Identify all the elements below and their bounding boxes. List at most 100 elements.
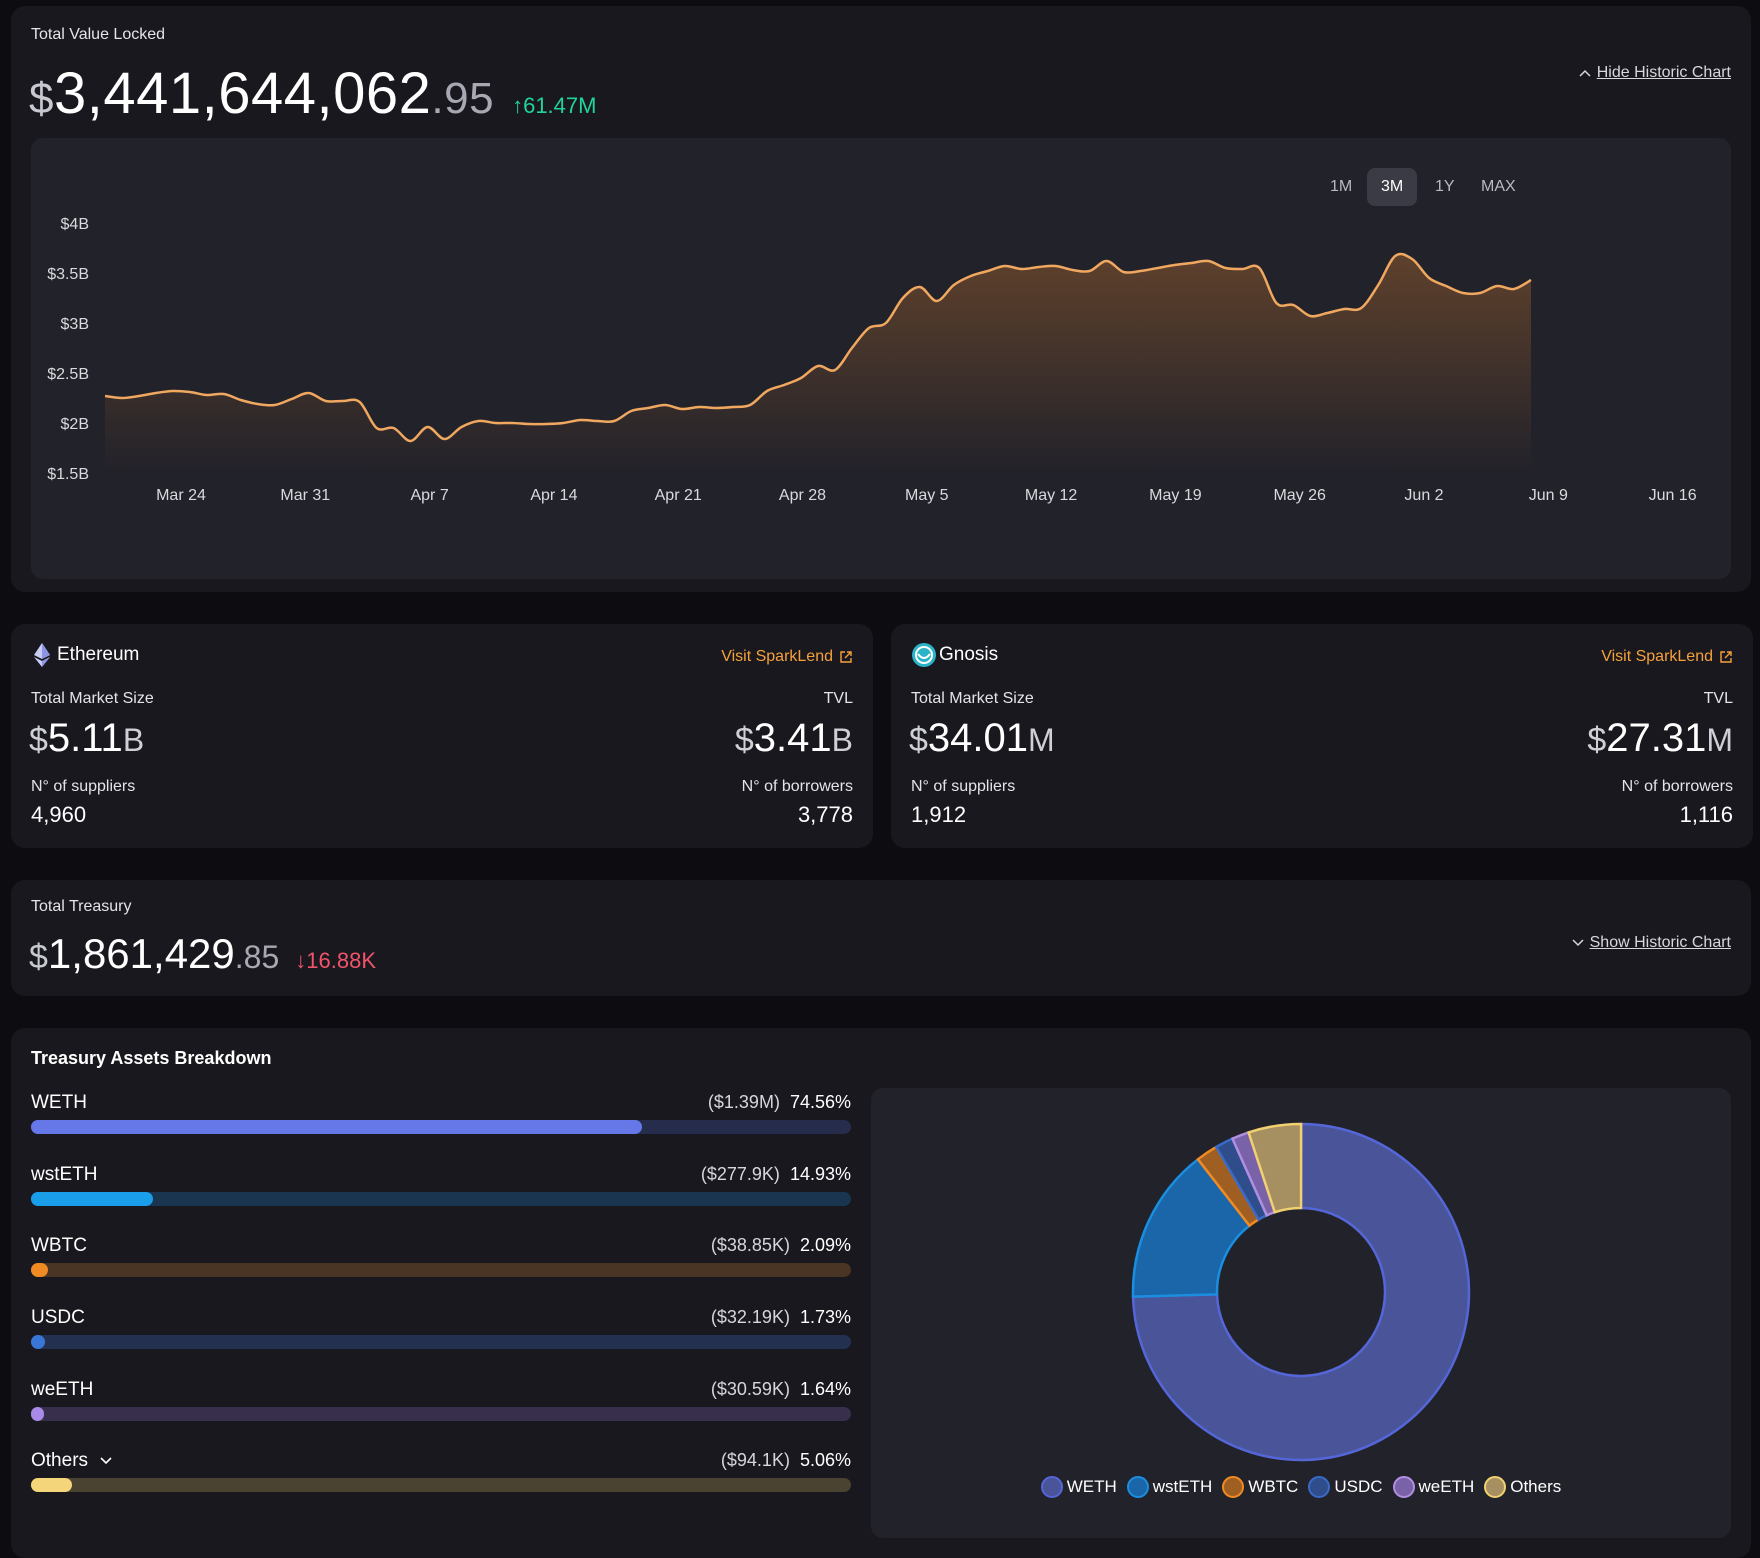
tvl-cents: .95	[431, 74, 495, 123]
x-tick-label: Apr 7	[410, 487, 448, 504]
asset-amount: ($32.19K)	[710, 1307, 790, 1327]
hide-chart-toggle[interactable]: Hide Historic Chart	[1579, 64, 1731, 82]
asset-amount: ($1.39M)	[707, 1092, 780, 1112]
range-1m-button[interactable]: 1M	[1330, 178, 1353, 195]
asset-bar-track	[31, 1263, 851, 1277]
tvl-number: 27.31	[1606, 716, 1707, 760]
legend-swatch	[1484, 1476, 1507, 1498]
legend-item-usdc[interactable]: USDC	[1308, 1476, 1383, 1498]
chevron-down-icon	[1572, 939, 1584, 947]
asset-percent: 1.64%	[799, 1379, 851, 1399]
legend-item-weeth[interactable]: weETH	[1392, 1476, 1474, 1498]
treasury-breakdown-card: Treasury Assets Breakdown WETH ($1.39M) 74…	[11, 1028, 1751, 1558]
visit-sparklend-link[interactable]: Visit SparkLend	[1601, 648, 1733, 666]
legend-label: USDC	[1334, 1477, 1383, 1496]
show-chart-toggle[interactable]: Show Historic Chart	[1572, 934, 1731, 952]
treasury-currency-symbol: $	[29, 938, 48, 976]
donut-legend: WETH wstETH WBTC USDC weETH Others	[871, 1476, 1731, 1498]
suppliers-label: N° of suppliers	[31, 778, 136, 795]
asset-bar-track	[31, 1335, 851, 1349]
treasury-integer: 1,861,429	[47, 930, 235, 977]
donut-slice-weth[interactable]	[1131, 1122, 1471, 1462]
asset-percent: 74.56%	[789, 1092, 851, 1112]
x-tick-label: May 12	[1025, 487, 1078, 504]
asset-value: ($277.9K) 14.93%	[701, 1164, 851, 1185]
treasury-change: ↓16.88K	[295, 948, 376, 973]
borrowers-value: 3,778	[797, 802, 853, 827]
tvl-chart: 1M 3M 1Y MAX $4B $3.5B $3B $2.5B $2B $1.5B Ma…	[31, 138, 1731, 579]
x-tick-label: May 5	[905, 487, 949, 504]
chevron-down-icon[interactable]	[99, 1456, 113, 1466]
treasury-title: Total Treasury	[31, 898, 132, 915]
donut-slice-others[interactable]	[1247, 1122, 1303, 1214]
asset-bar-track	[31, 1192, 851, 1206]
visit-sparklend-link[interactable]: Visit SparkLend	[721, 648, 853, 666]
market-size-unit: B	[122, 722, 145, 758]
network-name: Gnosis	[939, 644, 999, 665]
asset-row-others[interactable]: Others ($94.1K) 5.06%	[31, 1450, 851, 1494]
asset-amount: ($94.1K)	[720, 1450, 790, 1470]
range-3m-button[interactable]: 3M	[1367, 168, 1418, 206]
legend-label: wstETH	[1152, 1477, 1213, 1496]
market-size-number: 34.01	[927, 716, 1029, 760]
legend-item-others[interactable]: Others	[1484, 1476, 1561, 1498]
asset-name[interactable]: Others	[31, 1450, 89, 1471]
market-size-value: $34.01M	[909, 716, 1055, 760]
legend-swatch	[1222, 1476, 1245, 1498]
legend-item-wbtc[interactable]: WBTC	[1222, 1476, 1298, 1498]
borrowers-label: N° of borrowers	[741, 778, 853, 795]
tvl-currency-symbol: $	[29, 74, 54, 123]
asset-bar-fill	[31, 1407, 45, 1421]
tvl-number: 3.41	[753, 716, 832, 760]
suppliers-value: 4,960	[31, 802, 87, 827]
asset-name: weETH	[31, 1379, 94, 1400]
asset-row-usdc: USDC ($32.19K) 1.73%	[31, 1307, 851, 1351]
hide-chart-label[interactable]: Hide Historic Chart	[1596, 64, 1731, 81]
market-size-value: $5.11B	[29, 716, 145, 760]
visit-sparklend-label[interactable]: Visit SparkLend	[721, 648, 833, 665]
tvl-card: Total Value Locked $3,441,644,062.95 ↑61…	[11, 6, 1751, 592]
asset-percent: 5.06%	[799, 1450, 851, 1470]
tvl-chart-svg: $4B $3.5B $3B $2.5B $2B $1.5B Mar 24 Mar 31 Apr…	[47, 216, 1697, 504]
treasury-cents: .85	[234, 939, 280, 975]
y-tick-label: $3B	[61, 316, 89, 333]
range-max-button[interactable]: MAX	[1481, 178, 1516, 195]
asset-bar-fill	[31, 1478, 73, 1492]
y-tick-label: $3.5B	[47, 266, 89, 283]
x-tick-label: Jun 2	[1404, 487, 1443, 504]
visit-sparklend-label[interactable]: Visit SparkLend	[1601, 648, 1713, 665]
asset-bar-fill	[31, 1335, 46, 1349]
x-tick-label: May 26	[1273, 487, 1326, 504]
tvl-unit: M	[1706, 722, 1733, 758]
tvl-area	[105, 254, 1531, 473]
tvl-label: TVL	[823, 690, 853, 707]
tvl-value: $3.41B	[734, 716, 853, 760]
legend-item-weth[interactable]: WETH	[1040, 1476, 1117, 1498]
network-card-ethereum: Ethereum Visit SparkLend Total Market Si…	[11, 624, 873, 848]
network-name: Ethereum	[57, 644, 140, 665]
suppliers-value: 1,912	[911, 802, 967, 827]
tvl-value: $3,441,644,062.95 ↑61.47M	[29, 60, 596, 127]
network-header: Gnosis	[911, 642, 998, 668]
y-tick-label: $2B	[61, 416, 89, 433]
asset-bar-track	[31, 1120, 851, 1134]
show-chart-label[interactable]: Show Historic Chart	[1589, 934, 1731, 951]
legend-label: WBTC	[1248, 1477, 1299, 1496]
gnosis-icon	[912, 643, 936, 667]
legend-item-wsteth[interactable]: wstETH	[1126, 1476, 1213, 1498]
legend-swatch	[1040, 1476, 1063, 1498]
treasury-value: $1,861,429.85 ↓16.88K	[29, 930, 376, 978]
ethereum-icon	[34, 643, 50, 667]
external-link-icon	[1720, 651, 1732, 663]
asset-value: ($30.59K) 1.64%	[711, 1379, 851, 1400]
chevron-up-icon	[1579, 69, 1591, 77]
range-1y-button[interactable]: 1Y	[1435, 178, 1455, 195]
y-tick-label: $2.5B	[47, 366, 89, 383]
y-tick-label: $4B	[61, 216, 89, 233]
suppliers-label: N° of suppliers	[911, 778, 1016, 795]
asset-row-weeth: weETH ($30.59K) 1.64%	[31, 1379, 851, 1423]
market-size-unit: M	[1028, 722, 1055, 758]
asset-name: wstETH	[31, 1164, 98, 1185]
market-size-label: Total Market Size	[911, 690, 1034, 707]
legend-swatch	[1308, 1476, 1331, 1498]
